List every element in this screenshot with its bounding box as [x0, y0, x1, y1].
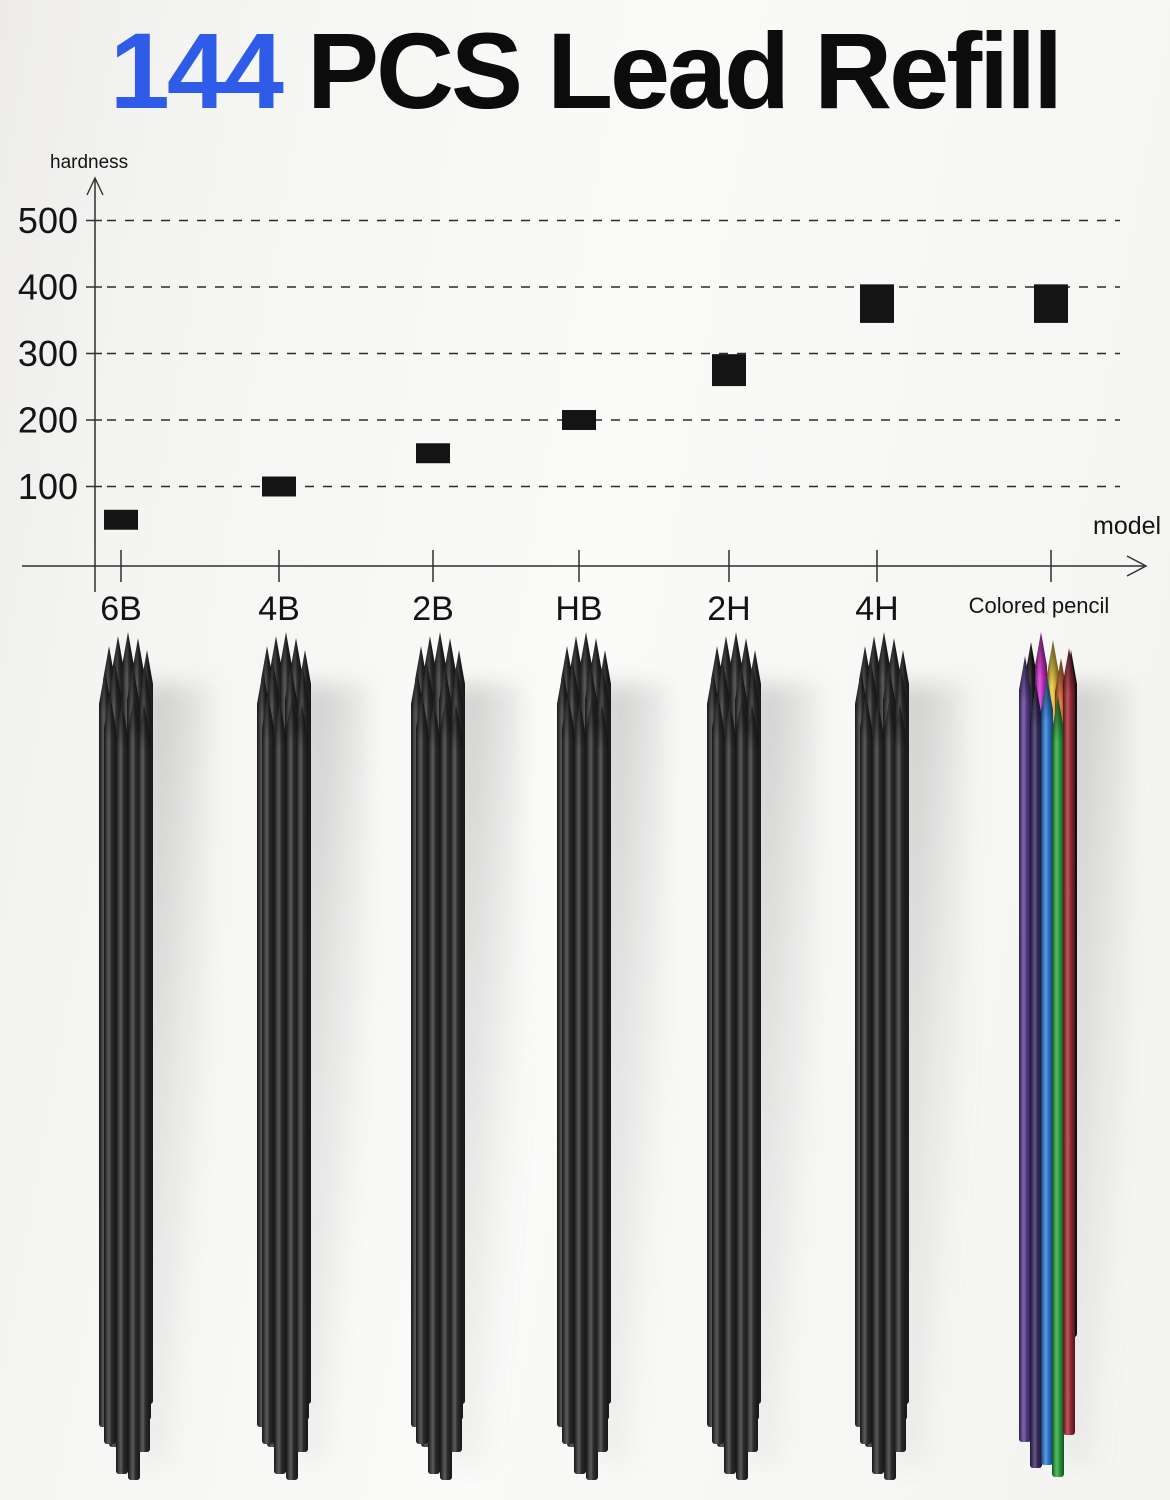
colored-lead-stick	[1052, 696, 1064, 1477]
marker-2h	[712, 354, 746, 387]
bundle-hb	[555, 632, 619, 1484]
bundle-shadow	[601, 684, 667, 1464]
graphite-lead-stick	[440, 696, 452, 1480]
marker-6b	[104, 509, 138, 530]
graphite-lead-stick	[104, 694, 116, 1444]
category-label-4b: 4B	[258, 590, 300, 628]
hardness-chart: 100 200 300 400 500 6B 4B 2B HB 2H 4H Colored penci…	[18, 176, 1148, 628]
colored-lead-stick	[1030, 684, 1042, 1468]
marker-colored-pencil	[1034, 284, 1068, 323]
colored-lead-stick	[1041, 676, 1053, 1465]
y-tick-label-500: 500	[18, 200, 78, 241]
graphite-lead-stick	[296, 704, 308, 1452]
bundle-shadow	[455, 684, 521, 1464]
marker-hb	[562, 410, 596, 430]
y-axis-arrow-icon	[86, 176, 104, 196]
y-tick-label-300: 300	[18, 333, 78, 374]
graphite-lead-stick	[428, 702, 440, 1474]
y-tick-label-400: 400	[18, 267, 78, 308]
y-tick-label-100: 100	[18, 466, 78, 507]
graphite-lead-stick	[416, 694, 428, 1444]
graphite-lead-stick	[562, 694, 574, 1444]
graphite-lead-stick	[274, 702, 286, 1474]
graphite-lead-stick	[746, 704, 758, 1452]
marker-4b	[262, 476, 296, 497]
y-axis-label: hardness	[50, 152, 129, 173]
graphite-lead-stick	[736, 696, 748, 1480]
graphite-lead-stick	[872, 702, 884, 1474]
graphite-lead-stick	[138, 704, 150, 1452]
graphite-lead-stick	[724, 702, 736, 1474]
marker-2b	[416, 443, 450, 464]
graphite-lead-stick	[128, 696, 140, 1480]
bundle-shadow	[899, 684, 965, 1464]
category-label-2b: 2B	[412, 590, 454, 628]
graphite-lead-stick	[262, 694, 274, 1444]
title-text: PCS Lead Refill	[307, 10, 1063, 131]
graphite-lead-stick	[860, 694, 872, 1444]
bundle-2b	[409, 632, 473, 1484]
category-label-6b: 6B	[100, 590, 142, 628]
bundle-2h	[705, 632, 769, 1484]
colored-lead-stick	[1019, 656, 1031, 1442]
bundle-4b	[255, 632, 319, 1484]
bundle-shadow	[751, 684, 817, 1464]
y-tick-label-200: 200	[18, 400, 78, 441]
bundle-6b	[97, 632, 161, 1484]
graphite-lead-stick	[712, 694, 724, 1444]
graphite-lead-stick	[450, 704, 462, 1452]
bundle-4h	[853, 632, 917, 1484]
bundle-colored-pencil	[1019, 632, 1083, 1484]
graphite-lead-stick	[116, 702, 128, 1474]
page-title: 144 PCS Lead Refill	[0, 14, 1170, 127]
graphite-lead-stick	[894, 704, 906, 1452]
bundle-shadow	[301, 684, 367, 1464]
category-label-2h: 2H	[707, 590, 750, 628]
graphite-lead-stick	[596, 704, 608, 1452]
x-axis-label: model	[1093, 512, 1162, 540]
category-label-4h: 4H	[855, 590, 898, 628]
marker-4h	[860, 284, 894, 323]
graphite-lead-stick	[574, 702, 586, 1474]
x-axis-arrow-icon	[1126, 555, 1148, 577]
bundle-shadow	[143, 684, 209, 1464]
category-label-colored-pencil: Colored pencil	[969, 593, 1110, 618]
graphite-lead-stick	[884, 696, 896, 1480]
graphite-lead-stick	[586, 696, 598, 1480]
graphite-lead-stick	[286, 696, 298, 1480]
colored-lead-stick	[1063, 648, 1075, 1435]
category-label-hb: HB	[555, 590, 602, 628]
title-count: 144	[109, 10, 284, 131]
